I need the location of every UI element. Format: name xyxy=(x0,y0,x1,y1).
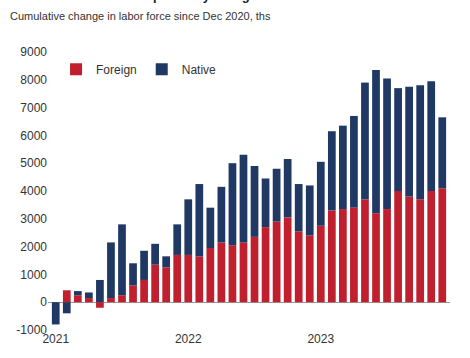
svg-text:6000: 6000 xyxy=(20,129,47,143)
svg-text:4000: 4000 xyxy=(20,184,47,198)
svg-text:Foreign: Foreign xyxy=(96,63,137,77)
svg-text:2023: 2023 xyxy=(307,332,334,346)
svg-text:2022: 2022 xyxy=(175,332,202,346)
svg-text:0: 0 xyxy=(40,295,47,309)
svg-text:9000: 9000 xyxy=(20,45,47,59)
svg-text:7000: 7000 xyxy=(20,101,47,115)
svg-text:1000: 1000 xyxy=(20,268,47,282)
svg-text:3000: 3000 xyxy=(20,212,47,226)
svg-text:-1000: -1000 xyxy=(16,323,47,337)
svg-text:Native: Native xyxy=(182,63,216,77)
svg-text:2021: 2021 xyxy=(42,332,69,346)
svg-text:Cumulative change in labor for: Cumulative change in labor force since D… xyxy=(10,10,271,22)
svg-text:5000: 5000 xyxy=(20,156,47,170)
svg-text:US: Labor force decomposed by: US: Labor force decomposed by foreign vs… xyxy=(10,0,350,3)
svg-text:8000: 8000 xyxy=(20,73,47,87)
svg-text:2000: 2000 xyxy=(20,240,47,254)
